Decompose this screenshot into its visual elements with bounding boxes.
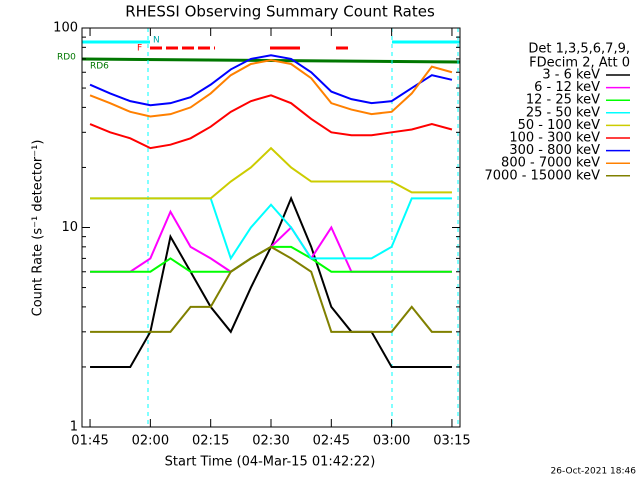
x-tick-label: 02:00: [132, 434, 169, 449]
series-line: [89, 59, 453, 118]
annotation: N: [153, 36, 160, 46]
legend-header: FDecim 2, Att 0: [529, 56, 630, 71]
legend-label: 3 - 6 keV: [542, 68, 600, 83]
series-line: [89, 54, 453, 107]
annotation: F: [137, 44, 142, 54]
x-tick-label: 03:00: [373, 434, 410, 449]
x-tick-label: 03:15: [433, 434, 470, 449]
legend-label: 12 - 25 keV: [526, 93, 600, 108]
annotation: RD0: [57, 53, 76, 63]
x-tick-label: 02:15: [192, 434, 229, 449]
legend-label: 25 - 50 keV: [526, 105, 600, 120]
series-line: [90, 245, 452, 333]
x-tick-label: 02:30: [252, 434, 289, 449]
series-line: [90, 146, 452, 200]
series-line: [89, 94, 453, 150]
legend-label: 800 - 7000 keV: [501, 156, 600, 171]
y-tick-label: 1: [70, 420, 78, 435]
legend-header: Det 1,3,5,6,7,9,: [528, 42, 630, 57]
footer: 26-Oct-2021 18:46: [551, 467, 637, 477]
legend-label: 7000 - 15000 keV: [485, 168, 601, 183]
y-tick-label: 10: [61, 220, 78, 235]
chart-title: RHESSI Observing Summary Count Rates: [125, 3, 435, 21]
y-axis-label: Count Rate (s⁻¹ detector⁻¹): [31, 140, 46, 317]
legend-label: 300 - 800 keV: [509, 143, 600, 158]
legend-label: 6 - 12 keV: [534, 80, 600, 95]
y-tick-label: 100: [53, 21, 78, 36]
legend-label: 100 - 300 keV: [509, 131, 600, 146]
legend-label: 50 - 100 keV: [518, 118, 601, 133]
x-axis-label: Start Time (04-Mar-15 01:42:22): [165, 455, 376, 470]
annotation: RD6: [90, 62, 109, 72]
x-tick-label: 02:45: [313, 434, 350, 449]
x-tick-label: 01:45: [71, 434, 108, 449]
